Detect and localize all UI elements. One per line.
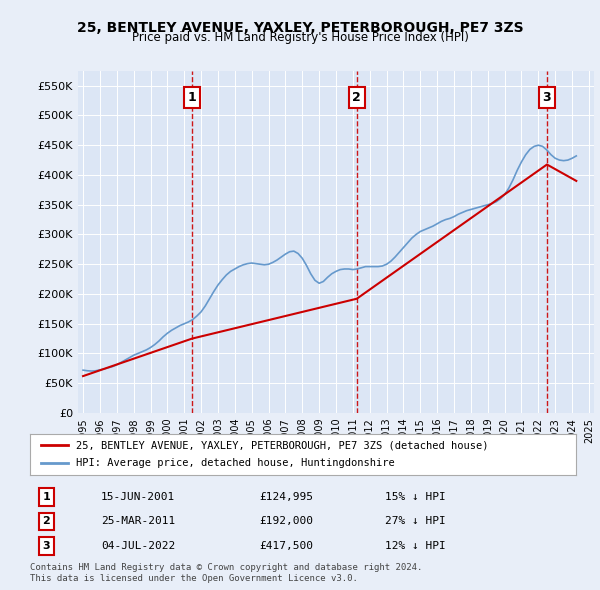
Text: £192,000: £192,000 <box>259 516 313 526</box>
Text: 3: 3 <box>43 541 50 550</box>
Text: Contains HM Land Registry data © Crown copyright and database right 2024.
This d: Contains HM Land Registry data © Crown c… <box>30 563 422 583</box>
Text: 1: 1 <box>43 492 50 502</box>
Text: 25, BENTLEY AVENUE, YAXLEY, PETERBOROUGH, PE7 3ZS (detached house): 25, BENTLEY AVENUE, YAXLEY, PETERBOROUGH… <box>76 440 489 450</box>
Text: 15% ↓ HPI: 15% ↓ HPI <box>385 492 446 502</box>
Text: £124,995: £124,995 <box>259 492 313 502</box>
Text: £417,500: £417,500 <box>259 541 313 550</box>
Text: 25, BENTLEY AVENUE, YAXLEY, PETERBOROUGH, PE7 3ZS: 25, BENTLEY AVENUE, YAXLEY, PETERBOROUGH… <box>77 21 523 35</box>
Text: 1: 1 <box>188 91 196 104</box>
Text: 2: 2 <box>43 516 50 526</box>
Text: 15-JUN-2001: 15-JUN-2001 <box>101 492 175 502</box>
Text: 2: 2 <box>352 91 361 104</box>
Text: 12% ↓ HPI: 12% ↓ HPI <box>385 541 446 550</box>
Text: 3: 3 <box>542 91 551 104</box>
Text: 04-JUL-2022: 04-JUL-2022 <box>101 541 175 550</box>
Text: Price paid vs. HM Land Registry's House Price Index (HPI): Price paid vs. HM Land Registry's House … <box>131 31 469 44</box>
Text: HPI: Average price, detached house, Huntingdonshire: HPI: Average price, detached house, Hunt… <box>76 458 395 468</box>
Text: 27% ↓ HPI: 27% ↓ HPI <box>385 516 446 526</box>
Text: 25-MAR-2011: 25-MAR-2011 <box>101 516 175 526</box>
